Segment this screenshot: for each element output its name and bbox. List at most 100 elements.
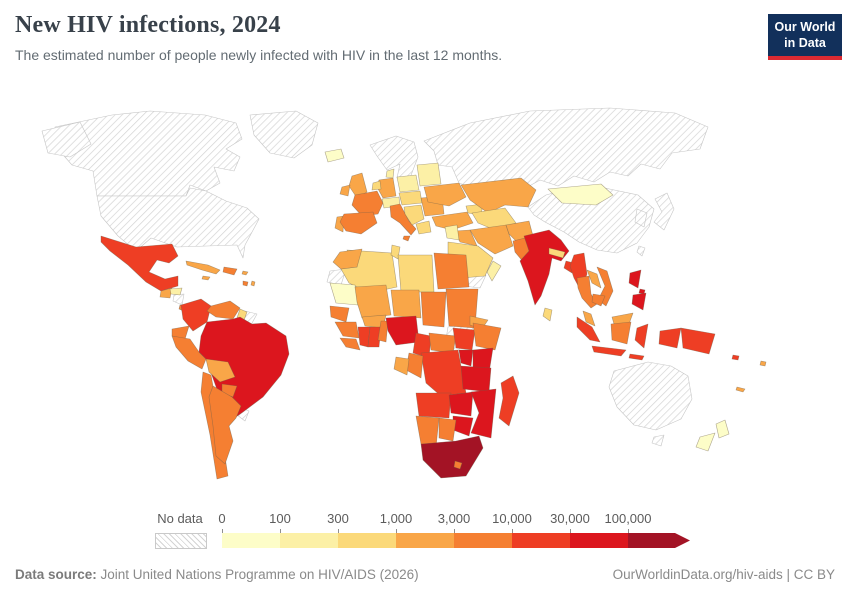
legend-no-data-swatch[interactable]	[155, 533, 207, 549]
region-nepal[interactable]	[548, 247, 566, 259]
region-bolivia[interactable]	[205, 358, 236, 383]
region-hispaniola[interactable]	[222, 266, 238, 276]
region-nz-south[interactable]	[695, 432, 716, 452]
legend-bin-8-arrow[interactable]	[628, 533, 690, 548]
region-solomon-islands[interactable]	[731, 354, 740, 361]
region-senegal[interactable]	[329, 305, 350, 323]
legend-bin-6[interactable]	[512, 533, 570, 548]
region-cuba[interactable]	[185, 260, 221, 275]
region-madagascar[interactable]	[498, 375, 520, 427]
region-mindanao[interactable]	[631, 292, 647, 311]
region-kalimantan[interactable]	[610, 321, 632, 345]
region-ethiopia[interactable]	[472, 322, 502, 351]
region-car[interactable]	[428, 332, 457, 354]
region-czech-hungary[interactable]	[398, 190, 423, 206]
region-nicaragua[interactable]	[172, 293, 185, 306]
region-taiwan[interactable]	[636, 245, 646, 257]
region-java[interactable]	[591, 345, 627, 357]
region-morocco[interactable]	[332, 248, 363, 270]
region-peru[interactable]	[171, 335, 207, 370]
region-jamaica[interactable]	[201, 275, 211, 281]
region-italy[interactable]	[389, 203, 417, 236]
legend-bin-3[interactable]	[338, 533, 396, 548]
region-balkans[interactable]	[403, 204, 425, 226]
region-tanzania[interactable]	[460, 365, 492, 393]
region-puerto-rico[interactable]	[241, 270, 249, 276]
region-nigeria[interactable]	[385, 315, 420, 346]
region-oman[interactable]	[486, 260, 502, 282]
region-greenland[interactable]	[249, 110, 319, 159]
region-usa-alaska[interactable]	[41, 121, 92, 158]
region-malawi-mozambique[interactable]	[470, 388, 497, 439]
region-syria-jordan[interactable]	[444, 224, 460, 241]
region-denmark[interactable]	[385, 168, 395, 179]
region-angola[interactable]	[415, 392, 452, 419]
region-honduras[interactable]	[169, 287, 183, 296]
region-south-korea[interactable]	[634, 208, 648, 228]
region-antilles-1[interactable]	[250, 280, 256, 287]
region-mali[interactable]	[354, 284, 392, 319]
region-australia[interactable]	[608, 361, 693, 431]
region-luzon[interactable]	[628, 269, 642, 289]
region-malaysia-peninsula[interactable]	[582, 310, 596, 327]
region-congo[interactable]	[405, 352, 424, 379]
region-argentina[interactable]	[208, 385, 242, 465]
legend-bin-4[interactable]	[396, 533, 454, 548]
region-iceland[interactable]	[324, 148, 345, 163]
region-chad[interactable]	[420, 291, 447, 328]
region-lesser-sunda[interactable]	[628, 353, 645, 361]
region-sri-lanka[interactable]	[542, 307, 553, 322]
region-kazakhstan[interactable]	[460, 177, 537, 214]
region-botswana[interactable]	[438, 417, 457, 442]
region-mongolia[interactable]	[547, 183, 614, 206]
region-venezuela[interactable]	[206, 300, 241, 320]
region-drc[interactable]	[420, 349, 467, 397]
region-cambodia[interactable]	[591, 293, 606, 307]
region-benelux[interactable]	[371, 180, 382, 191]
region-guinea[interactable]	[334, 321, 360, 339]
region-spain[interactable]	[339, 211, 378, 235]
region-papua-new-guinea[interactable]	[680, 327, 716, 355]
region-niger[interactable]	[390, 289, 422, 319]
region-sicily[interactable]	[402, 235, 411, 242]
region-sulawesi[interactable]	[634, 323, 649, 349]
region-sierra-leone-liberia[interactable]	[339, 337, 361, 351]
region-russia[interactable]	[423, 107, 709, 193]
region-trinidad[interactable]	[242, 280, 249, 287]
region-poland[interactable]	[396, 174, 420, 193]
region-canada[interactable]	[54, 110, 243, 197]
region-turkey[interactable]	[431, 211, 474, 231]
region-ukraine[interactable]	[423, 182, 467, 207]
region-india[interactable]	[519, 229, 570, 306]
region-namibia[interactable]	[415, 415, 440, 448]
region-mexico[interactable]	[100, 235, 179, 292]
region-nz-north[interactable]	[715, 419, 730, 439]
region-zambia[interactable]	[448, 391, 474, 417]
region-west-papua[interactable]	[658, 327, 682, 349]
region-south-sudan[interactable]	[452, 327, 476, 351]
region-sumatra[interactable]	[576, 316, 601, 343]
region-france[interactable]	[351, 190, 384, 217]
region-egypt[interactable]	[433, 252, 470, 290]
region-uganda[interactable]	[458, 349, 474, 367]
region-mauritania[interactable]	[329, 282, 359, 306]
region-lesotho[interactable]	[453, 460, 463, 470]
region-zimbabwe[interactable]	[452, 415, 474, 437]
region-laos[interactable]	[586, 269, 602, 289]
region-togo-benin[interactable]	[377, 320, 389, 343]
region-south-africa[interactable]	[420, 435, 484, 479]
region-greece[interactable]	[415, 220, 432, 235]
region-iran[interactable]	[469, 224, 514, 255]
region-ireland[interactable]	[339, 184, 351, 197]
legend-bin-1[interactable]	[222, 533, 280, 548]
region-guatemala[interactable]	[159, 287, 173, 299]
region-gabon[interactable]	[393, 356, 410, 376]
legend-bin-2[interactable]	[280, 533, 338, 548]
owid-logo[interactable]: Our World in Data	[768, 14, 842, 60]
region-japan[interactable]	[653, 192, 675, 231]
region-new-caledonia[interactable]	[735, 386, 746, 393]
owid-url-license-link[interactable]: OurWorldinData.org/hiv-aids | CC BY	[612, 567, 835, 582]
region-baltics-belarus[interactable]	[416, 162, 442, 187]
legend-bin-7[interactable]	[570, 533, 628, 548]
region-ghana[interactable]	[367, 326, 382, 348]
